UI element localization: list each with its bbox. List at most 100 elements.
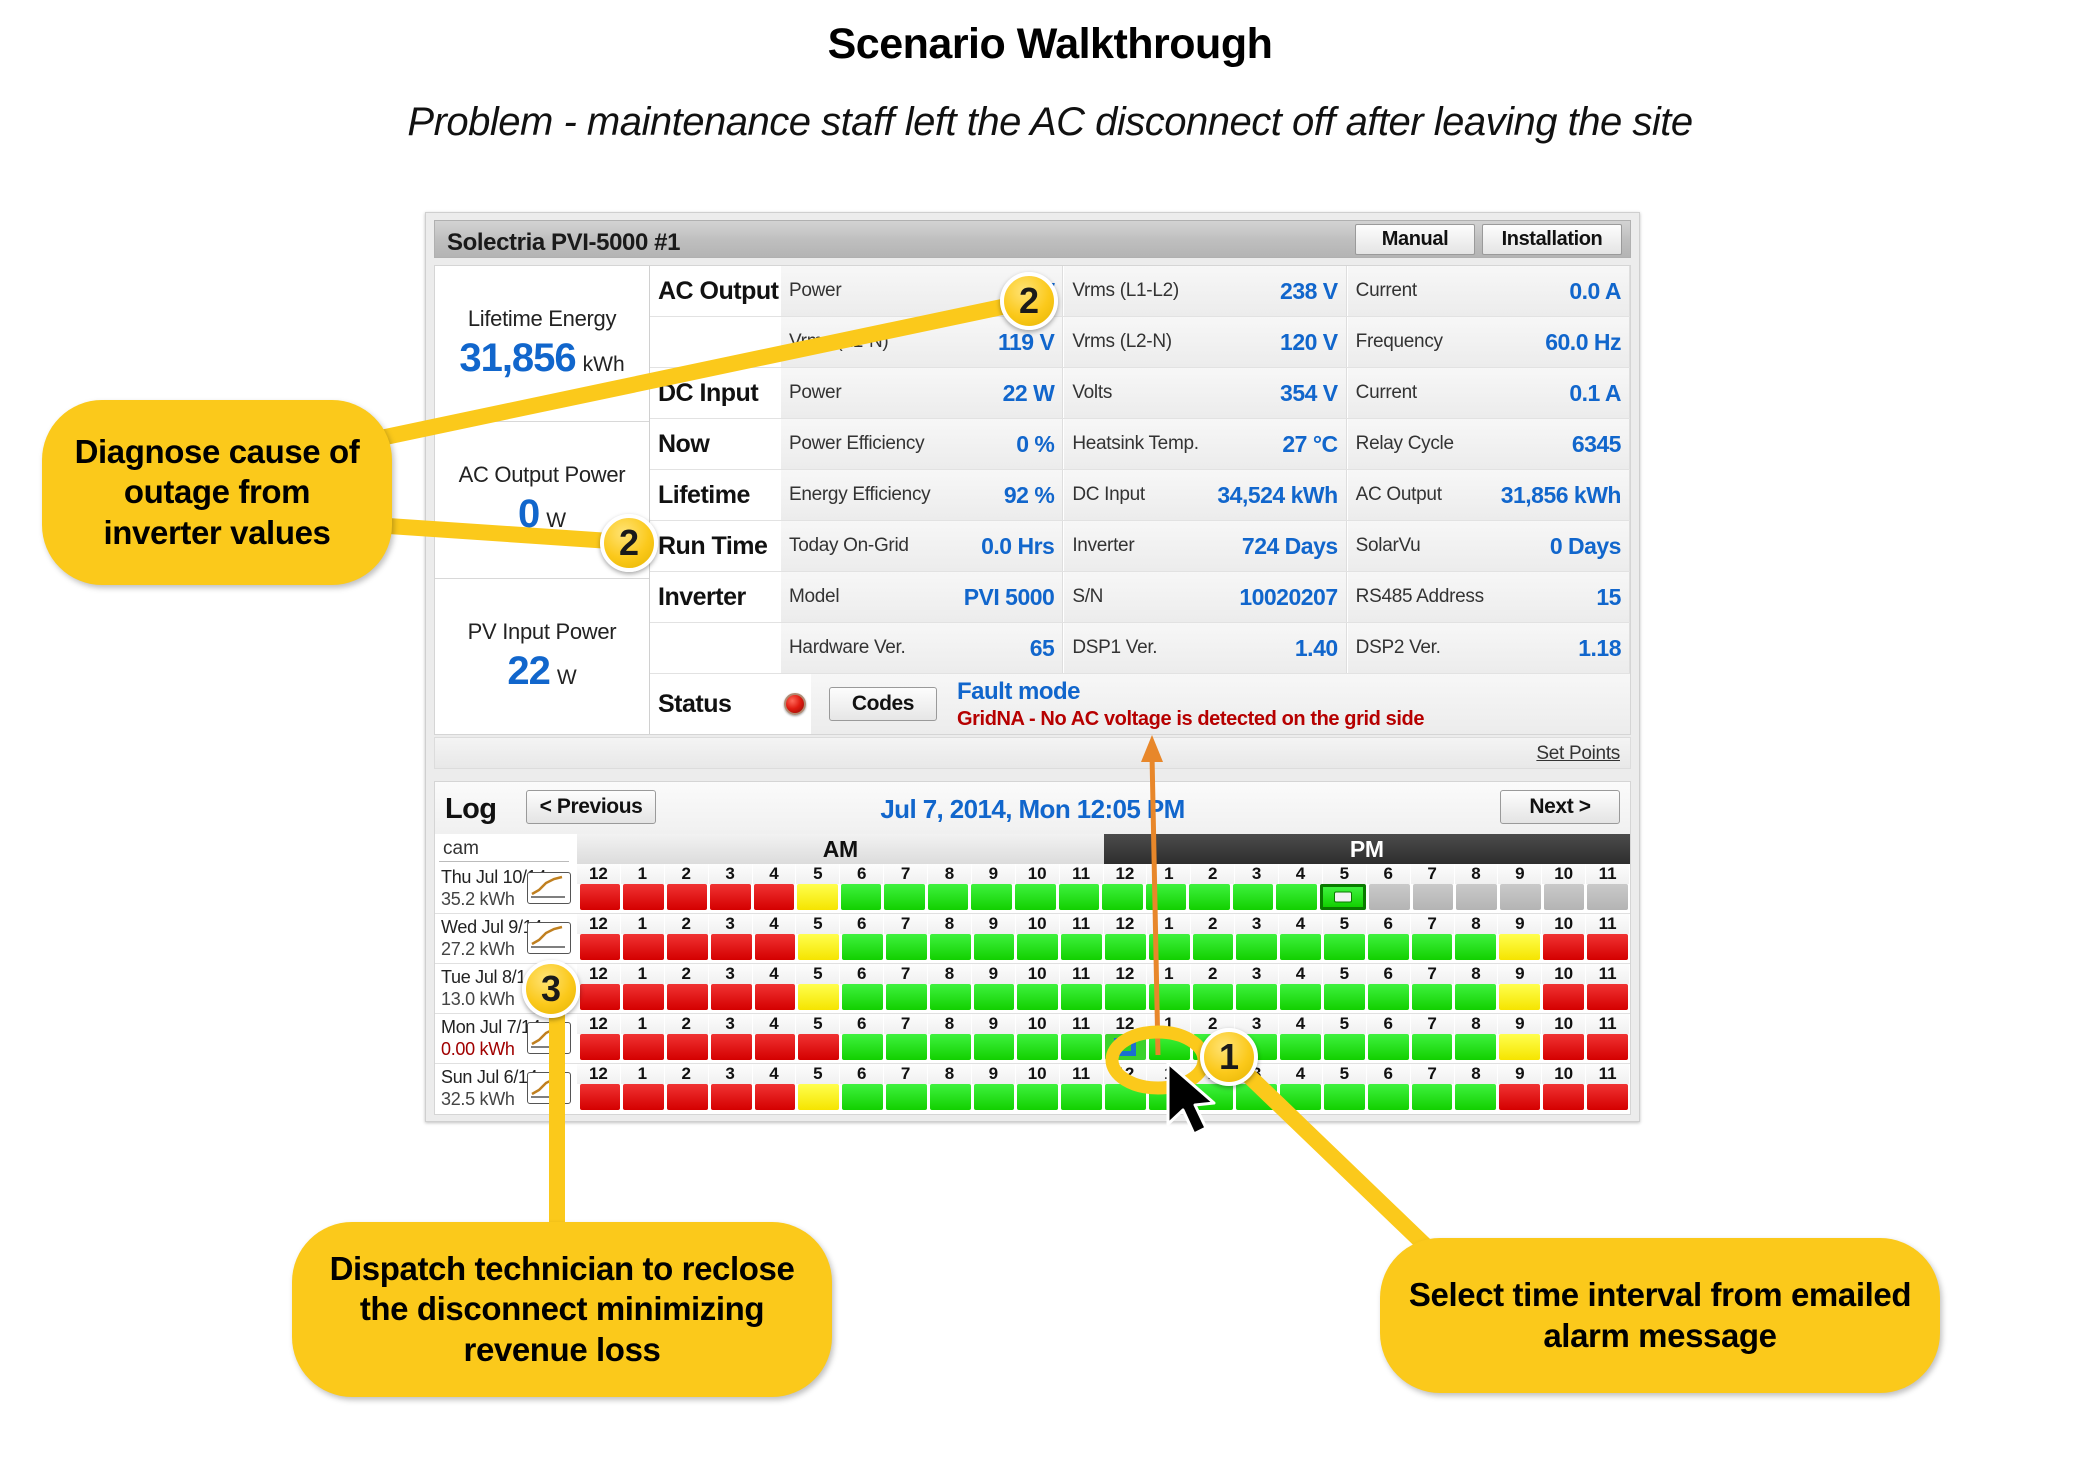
hour-cell[interactable]: [666, 884, 708, 910]
hour-cell[interactable]: [798, 1034, 840, 1060]
trend-chart-icon[interactable]: [527, 872, 571, 904]
hour-cell[interactable]: [1499, 1034, 1541, 1060]
set-points-link[interactable]: Set Points: [1536, 743, 1620, 764]
hour-cell[interactable]: [1324, 1034, 1365, 1060]
hour-cell[interactable]: [1455, 934, 1497, 960]
hour-cell[interactable]: [1367, 1084, 1409, 1110]
hour-cell[interactable]: [886, 1084, 927, 1110]
hour-cell[interactable]: [579, 884, 621, 910]
hour-cell[interactable]: [1543, 884, 1585, 910]
hour-cell[interactable]: [1105, 984, 1146, 1010]
hour-cell[interactable]: [1192, 934, 1234, 960]
hour-cell[interactable]: [971, 884, 1012, 910]
hour-cell[interactable]: [1017, 934, 1059, 960]
hour-cell[interactable]: [1236, 984, 1278, 1010]
hour-cell[interactable]: [973, 1084, 1015, 1110]
hour-cell[interactable]: [1017, 984, 1059, 1010]
hour-cell[interactable]: [754, 984, 796, 1010]
hour-cell[interactable]: [667, 934, 708, 960]
hour-cell[interactable]: [1324, 1084, 1365, 1110]
hour-cell[interactable]: [710, 984, 752, 1010]
hour-cell[interactable]: [1236, 934, 1278, 960]
hour-cell[interactable]: [1061, 934, 1103, 960]
hour-cell[interactable]: [1105, 1034, 1146, 1060]
hour-cell[interactable]: [710, 934, 752, 960]
hour-cell[interactable]: [1455, 984, 1497, 1010]
hour-cell[interactable]: [1102, 884, 1143, 910]
hour-cell[interactable]: [929, 984, 971, 1010]
hour-cell[interactable]: [1280, 1034, 1322, 1060]
hour-cell[interactable]: [1455, 1034, 1497, 1060]
hour-cell[interactable]: [1411, 934, 1453, 960]
hour-cell[interactable]: [623, 884, 664, 910]
hour-cell[interactable]: [797, 884, 838, 910]
hour-cell[interactable]: [1280, 1084, 1322, 1110]
hour-cell[interactable]: [1058, 884, 1100, 910]
hour-cell[interactable]: [1280, 984, 1322, 1010]
hour-cell[interactable]: [929, 1084, 971, 1110]
hour-cell[interactable]: [754, 1034, 796, 1060]
manual-button[interactable]: Manual: [1355, 224, 1475, 255]
hour-cell[interactable]: [623, 934, 665, 960]
hour-cell[interactable]: [1412, 884, 1454, 910]
hour-cell[interactable]: [973, 1034, 1015, 1060]
hour-cell[interactable]: [1280, 934, 1322, 960]
hour-cell[interactable]: [1499, 984, 1541, 1010]
hour-cell[interactable]: [884, 884, 925, 910]
hour-cell[interactable]: [1276, 884, 1317, 910]
hour-cell[interactable]: [579, 1084, 621, 1110]
trend-chart-icon[interactable]: [527, 1072, 571, 1104]
hour-cell[interactable]: [753, 884, 795, 910]
hour-cell[interactable]: [1411, 1034, 1453, 1060]
previous-button[interactable]: < Previous: [526, 790, 656, 824]
hour-cell[interactable]: [886, 1034, 927, 1060]
hour-cell[interactable]: [579, 934, 621, 960]
hour-cell[interactable]: [579, 1034, 621, 1060]
hour-cell[interactable]: [1189, 884, 1230, 910]
hour-cell[interactable]: [1017, 1084, 1059, 1110]
hour-cell[interactable]: [667, 1034, 708, 1060]
next-button[interactable]: Next >: [1500, 790, 1620, 824]
hour-cell[interactable]: [929, 934, 971, 960]
hour-cell[interactable]: [1148, 1084, 1190, 1110]
hour-cell[interactable]: [1586, 934, 1628, 960]
hour-cell[interactable]: [1367, 984, 1409, 1010]
hour-cell[interactable]: [842, 1034, 884, 1060]
hour-cell[interactable]: [754, 1084, 796, 1110]
hour-cell[interactable]: [1411, 984, 1453, 1010]
hour-cell[interactable]: [1148, 1034, 1190, 1060]
hour-cell[interactable]: [710, 1034, 752, 1060]
hour-cell[interactable]: [1324, 984, 1365, 1010]
hour-cell[interactable]: [623, 1034, 665, 1060]
hour-cell[interactable]: [1014, 884, 1056, 910]
hour-cell[interactable]: [1367, 934, 1409, 960]
hour-cell[interactable]: [579, 984, 621, 1010]
hour-cell[interactable]: [754, 934, 796, 960]
hour-cell[interactable]: [1587, 884, 1628, 910]
hour-cell[interactable]: [929, 1034, 971, 1060]
hour-cell[interactable]: [1148, 984, 1190, 1010]
hour-cell[interactable]: [1061, 1084, 1103, 1110]
hour-cell[interactable]: [1105, 934, 1146, 960]
hour-cell[interactable]: [842, 1084, 884, 1110]
hour-cell[interactable]: [1061, 1034, 1103, 1060]
hour-cell[interactable]: [1148, 934, 1190, 960]
hour-cell[interactable]: [623, 1084, 665, 1110]
hour-cell[interactable]: [1192, 984, 1234, 1010]
hour-cell[interactable]: [1456, 884, 1497, 910]
hour-cell[interactable]: [1499, 884, 1541, 910]
installation-button[interactable]: Installation: [1482, 224, 1622, 255]
hour-cell[interactable]: [1192, 1084, 1234, 1110]
hour-cell[interactable]: [842, 984, 884, 1010]
hour-cell[interactable]: [1543, 1034, 1584, 1060]
hour-cell[interactable]: [1324, 934, 1365, 960]
hour-cell[interactable]: [1455, 1084, 1497, 1110]
hour-cell[interactable]: [798, 1084, 840, 1110]
hour-cell[interactable]: [1319, 884, 1367, 910]
hour-cell[interactable]: [1411, 1084, 1453, 1110]
hour-cell[interactable]: [886, 984, 927, 1010]
hour-cell[interactable]: [1586, 1034, 1628, 1060]
hour-cell[interactable]: [973, 934, 1015, 960]
hour-cell[interactable]: [1369, 884, 1410, 910]
hour-cell[interactable]: [1236, 1084, 1278, 1110]
